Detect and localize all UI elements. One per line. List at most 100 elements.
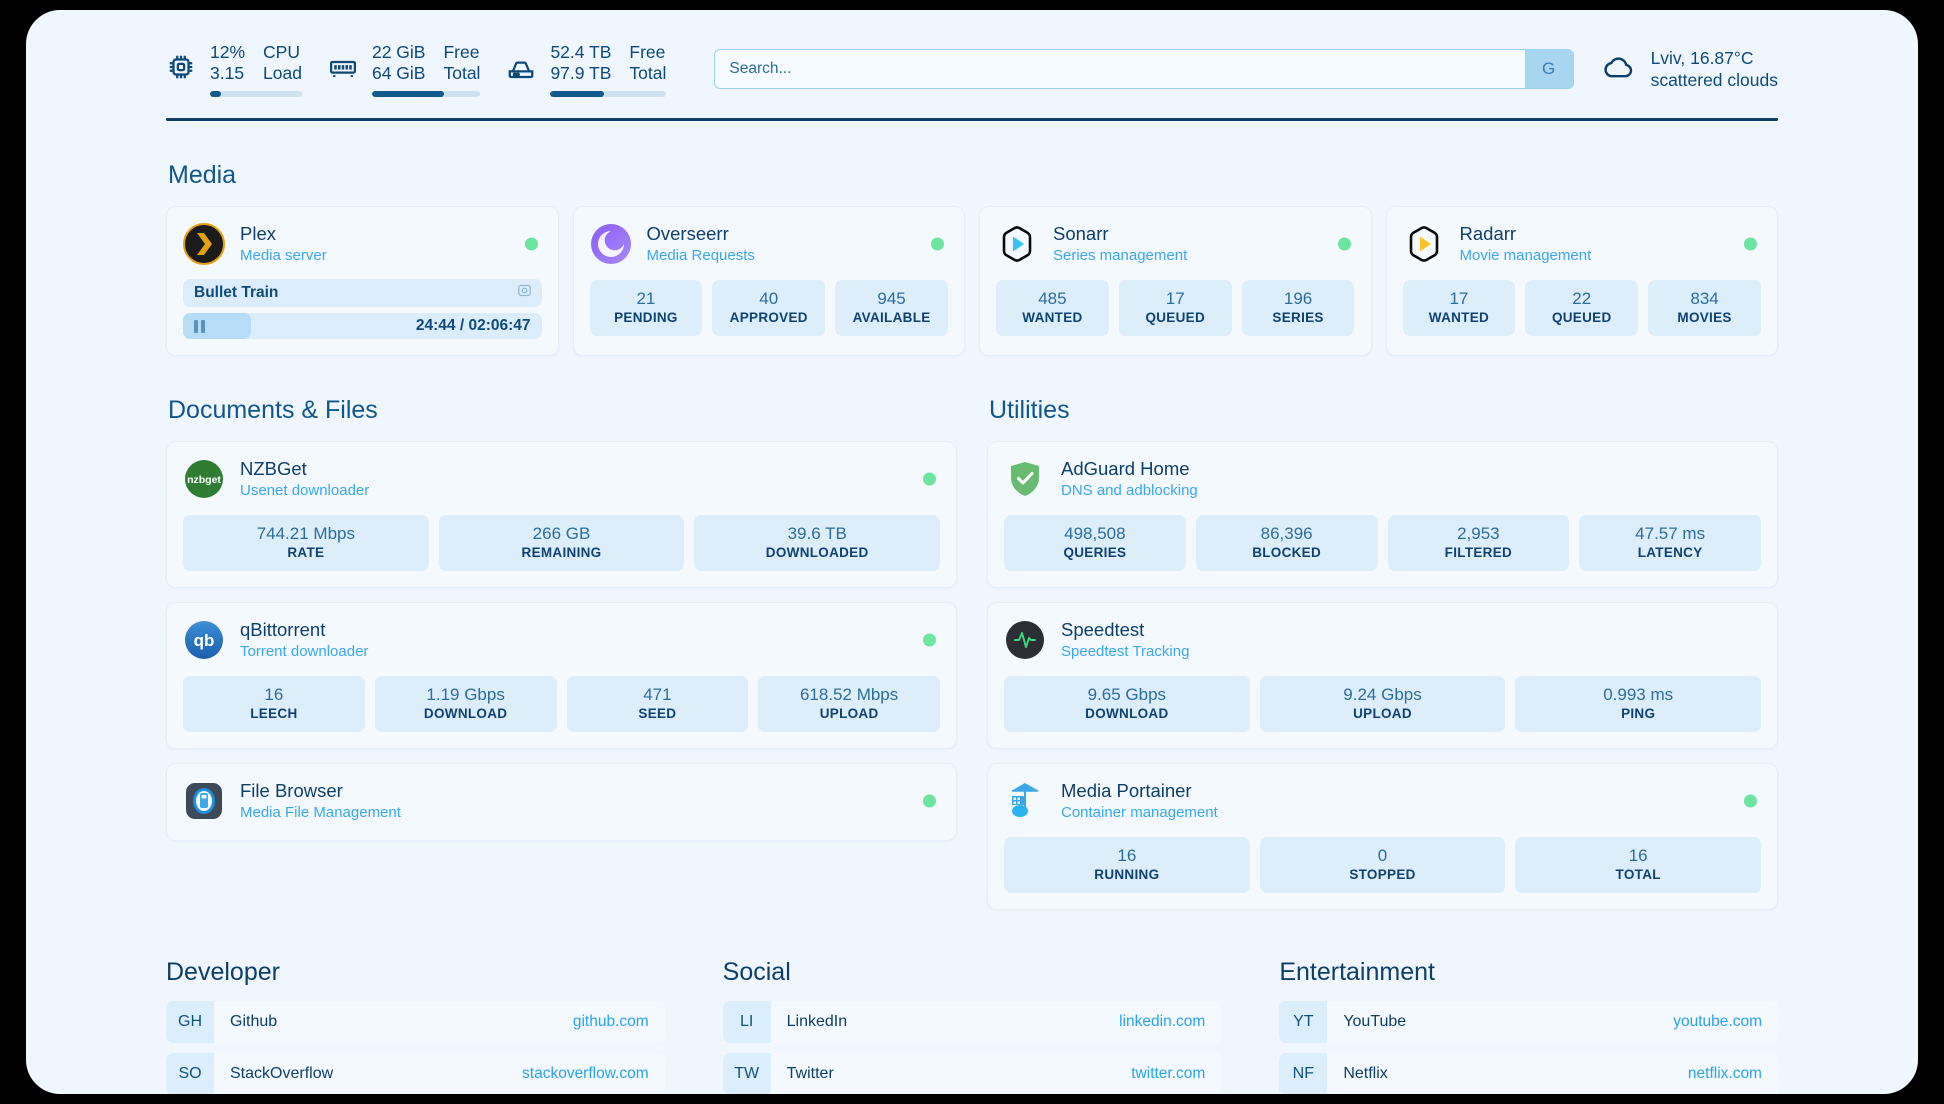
memory-free-value: 22 GiB xyxy=(371,41,426,62)
bookmark-item-netflix[interactable]: NF Netflix netflix.com xyxy=(1279,1053,1778,1094)
metric-tile: 0 STOPPED xyxy=(1259,837,1506,893)
app-subtitle: Series management xyxy=(1053,247,1188,264)
app-card-radarr[interactable]: Radarr Movie management 17 WANTED 22 QUE… xyxy=(1385,206,1778,356)
metric-value: 17 xyxy=(1165,289,1185,308)
pause-icon[interactable] xyxy=(194,319,205,333)
metric-tile: 21 PENDING xyxy=(589,280,703,336)
metric-label: RUNNING xyxy=(1094,867,1160,882)
metric-tile: 834 MOVIES xyxy=(1648,280,1761,336)
radarr-icon xyxy=(1403,223,1445,265)
search-box[interactable]: G xyxy=(714,49,1574,89)
bookmark-name: Netflix xyxy=(1343,1065,1388,1082)
status-badge xyxy=(931,237,944,251)
metric-value: 0.993 ms xyxy=(1603,685,1674,704)
cpu-usage-value: 12% xyxy=(210,41,246,62)
svg-text:nzbget: nzbget xyxy=(187,474,221,486)
disk-icon xyxy=(506,52,536,87)
cpu-label-bottom: Load xyxy=(263,62,302,83)
metric-value: 86,396 xyxy=(1260,524,1313,543)
metric-value: 21 xyxy=(636,289,656,308)
bookmark-name: StackOverflow xyxy=(230,1065,334,1082)
weather-condition: scattered clouds xyxy=(1650,70,1778,90)
app-card-plex[interactable]: Plex Media server Bullet Train xyxy=(166,206,559,356)
app-subtitle: Usenet downloader xyxy=(240,482,370,499)
now-playing-time: 24:44 / 02:06:47 xyxy=(415,317,531,334)
metric-tile: 196 SERIES xyxy=(1241,280,1355,336)
now-playing-progress-bar[interactable]: 24:44 / 02:06:47 xyxy=(183,313,542,339)
metric-tile: 22 QUEUED xyxy=(1525,280,1639,336)
bookmark-name: YouTube xyxy=(1343,1013,1407,1030)
metric-label: QUEUED xyxy=(1551,310,1612,325)
bookmark-item-youtube[interactable]: YT YouTube youtube.com xyxy=(1279,1001,1778,1043)
bookmark-item-github[interactable]: GH Github github.com xyxy=(166,1001,665,1043)
metric-value: 945 xyxy=(877,289,906,308)
metric-value: 17 xyxy=(1449,289,1469,308)
bookmarks-section: Developer GH Github github.com SO StackO… xyxy=(166,958,1778,1094)
status-badge xyxy=(923,794,936,808)
bookmark-badge: LI xyxy=(722,1001,771,1043)
metric-tile: 498,508 QUERIES xyxy=(1004,515,1186,571)
metric-value: 471 xyxy=(643,685,672,704)
metric-tile: 40 APPROVED xyxy=(712,280,826,336)
metric-label: WANTED xyxy=(1428,310,1490,325)
cpu-stat-widget: 12% 3.15 CPU Load xyxy=(166,42,302,97)
bookmark-url: netflix.com xyxy=(1687,1065,1762,1082)
filebrowser-icon xyxy=(183,780,225,822)
app-name: AdGuard Home xyxy=(1061,458,1190,479)
section-title-documents: Documents & Files xyxy=(168,396,378,424)
bookmark-name: Github xyxy=(230,1013,278,1030)
metric-tile: 471 SEED xyxy=(566,676,749,732)
bookmark-group-title: Developer xyxy=(166,958,280,986)
metric-value: 16 xyxy=(264,685,284,704)
search-engine-button[interactable]: G xyxy=(1524,50,1573,88)
bookmark-name: Twitter xyxy=(786,1065,834,1082)
metric-tile: 39.6 TB DOWNLOADED xyxy=(694,515,941,571)
metric-value: 16 xyxy=(1628,846,1648,865)
top-bar: 12% 3.15 CPU Load xyxy=(166,36,1778,102)
metric-label: QUERIES xyxy=(1063,545,1127,560)
status-badge xyxy=(524,237,538,251)
metric-label: UPLOAD xyxy=(819,706,879,721)
metric-value: 196 xyxy=(1283,289,1313,308)
metric-tile: 485 WANTED xyxy=(996,280,1109,336)
search-input[interactable] xyxy=(715,50,1525,88)
bookmark-item-twitter[interactable]: TW Twitter twitter.com xyxy=(722,1053,1222,1094)
metric-value: 39.6 TB xyxy=(787,524,847,543)
app-card-adguard-home[interactable]: AdGuard Home DNS and adblocking 498,508 … xyxy=(987,441,1778,588)
metric-label: UPLOAD xyxy=(1353,706,1412,721)
app-subtitle: Container management xyxy=(1061,804,1218,821)
app-card-speedtest[interactable]: Speedtest Speedtest Tracking 9.65 Gbps D… xyxy=(987,602,1778,749)
app-card-overseerr[interactable]: Overseerr Media Requests 21 PENDING 40 A… xyxy=(572,206,965,356)
nzbget-icon: nzbget xyxy=(183,458,225,500)
cast-icon[interactable] xyxy=(516,282,533,304)
cloud-icon xyxy=(1600,50,1638,89)
app-card-media-portainer[interactable]: Media Portainer Container management 16 … xyxy=(987,763,1778,910)
disk-total-value: 97.9 TB xyxy=(550,62,612,83)
app-subtitle: Media server xyxy=(240,247,327,264)
memory-usage-bar xyxy=(371,90,481,97)
bookmark-item-linkedin[interactable]: LI LinkedIn linkedin.com xyxy=(722,1001,1222,1043)
memory-stat-widget: 22 GiB 64 GiB Free Total xyxy=(328,41,481,97)
bookmark-group-title: Social xyxy=(722,958,791,986)
weather-widget: Lviv, 16.87°C scattered clouds xyxy=(1600,47,1778,91)
qbittorrent-icon: qb xyxy=(183,619,225,661)
bookmark-group-entertainment: Entertainment YT YouTube youtube.com NF … xyxy=(1279,958,1778,1094)
documents-app-list: nzbget NZBGet Usenet downloader 74 xyxy=(166,441,957,841)
metric-label: WANTED xyxy=(1022,310,1083,325)
app-card-qbittorrent[interactable]: qb qBittorrent Torrent downloader xyxy=(166,602,957,749)
metric-tile: 266 GB REMAINING xyxy=(438,515,685,571)
app-card-sonarr[interactable]: Sonarr Series management 485 WANTED 17 Q… xyxy=(979,206,1372,356)
bookmark-badge: TW xyxy=(722,1053,771,1094)
metric-tile: 86,396 BLOCKED xyxy=(1195,515,1378,571)
bookmark-name: LinkedIn xyxy=(786,1013,848,1030)
bookmark-badge: SO xyxy=(166,1053,214,1094)
metric-label: PENDING xyxy=(614,310,678,325)
status-badge xyxy=(923,633,936,647)
bookmark-item-stackoverflow[interactable]: SO StackOverflow stackoverflow.com xyxy=(166,1053,665,1094)
app-subtitle: Speedtest Tracking xyxy=(1061,643,1190,660)
app-card-nzbget[interactable]: nzbget NZBGet Usenet downloader 74 xyxy=(166,441,957,588)
memory-total-value: 64 GiB xyxy=(371,62,426,83)
metric-label: BLOCKED xyxy=(1252,545,1322,560)
app-name: qBittorrent xyxy=(240,619,326,640)
app-card-file-browser[interactable]: File Browser Media File Management xyxy=(166,763,957,841)
